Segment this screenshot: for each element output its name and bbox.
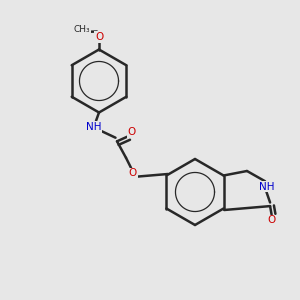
Text: NH: NH [259,182,274,192]
Text: O: O [128,168,137,178]
Text: NH: NH [86,122,101,132]
Text: O: O [268,215,276,226]
Text: CH₃: CH₃ [73,25,90,34]
Text: O: O [95,32,103,42]
Text: O: O [128,127,136,137]
